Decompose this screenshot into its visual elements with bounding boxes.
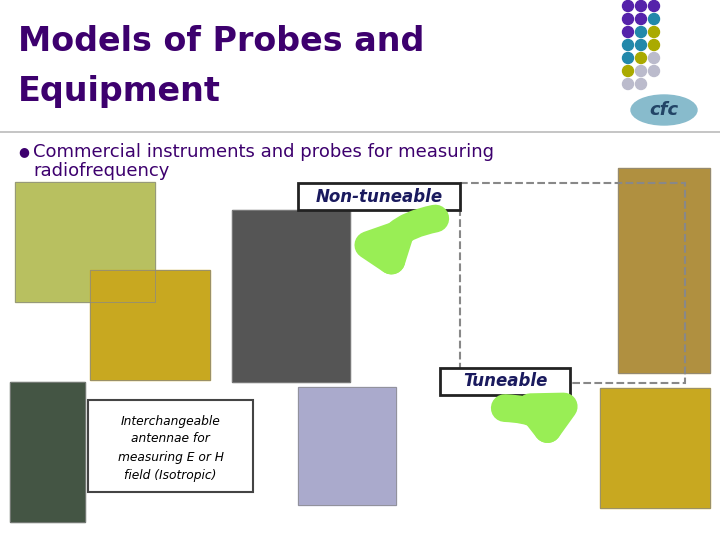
Circle shape xyxy=(623,65,634,77)
Circle shape xyxy=(636,1,647,11)
Bar xyxy=(600,388,710,508)
Text: Equipment: Equipment xyxy=(18,75,221,108)
Bar xyxy=(618,168,710,373)
Text: Commercial instruments and probes for measuring: Commercial instruments and probes for me… xyxy=(33,143,494,161)
Circle shape xyxy=(649,39,660,51)
Text: ●: ● xyxy=(18,145,29,158)
Bar xyxy=(232,210,350,382)
Bar xyxy=(298,387,396,505)
Circle shape xyxy=(623,52,634,64)
Bar xyxy=(600,388,710,508)
Circle shape xyxy=(636,39,647,51)
Circle shape xyxy=(636,26,647,37)
Bar xyxy=(10,382,85,522)
Text: Models of Probes and: Models of Probes and xyxy=(18,25,424,58)
Text: radiofrequency: radiofrequency xyxy=(33,162,169,180)
Text: Non-tuneable: Non-tuneable xyxy=(315,187,443,206)
FancyBboxPatch shape xyxy=(440,368,570,395)
Circle shape xyxy=(623,26,634,37)
Circle shape xyxy=(649,26,660,37)
Bar xyxy=(90,270,210,380)
FancyArrowPatch shape xyxy=(505,407,564,429)
Bar xyxy=(10,382,85,522)
Circle shape xyxy=(649,65,660,77)
Circle shape xyxy=(649,14,660,24)
Circle shape xyxy=(636,65,647,77)
Bar xyxy=(298,387,396,505)
Circle shape xyxy=(623,78,634,90)
Bar xyxy=(15,182,155,302)
Circle shape xyxy=(623,14,634,24)
Bar xyxy=(232,210,350,382)
Bar xyxy=(460,183,685,383)
Circle shape xyxy=(636,14,647,24)
Circle shape xyxy=(636,52,647,64)
FancyArrowPatch shape xyxy=(369,219,436,260)
FancyBboxPatch shape xyxy=(298,183,460,210)
Circle shape xyxy=(649,1,660,11)
Text: cfc: cfc xyxy=(649,101,678,119)
Text: Interchangeable
antennae for
measuring E or H
field (Isotropic): Interchangeable antennae for measuring E… xyxy=(117,415,223,482)
Circle shape xyxy=(623,1,634,11)
Circle shape xyxy=(636,78,647,90)
Circle shape xyxy=(623,39,634,51)
Bar xyxy=(90,270,210,380)
Bar xyxy=(15,182,155,302)
Text: Tuneable: Tuneable xyxy=(463,373,547,390)
Ellipse shape xyxy=(631,95,697,125)
FancyBboxPatch shape xyxy=(88,400,253,492)
Circle shape xyxy=(649,52,660,64)
Bar xyxy=(618,168,710,373)
